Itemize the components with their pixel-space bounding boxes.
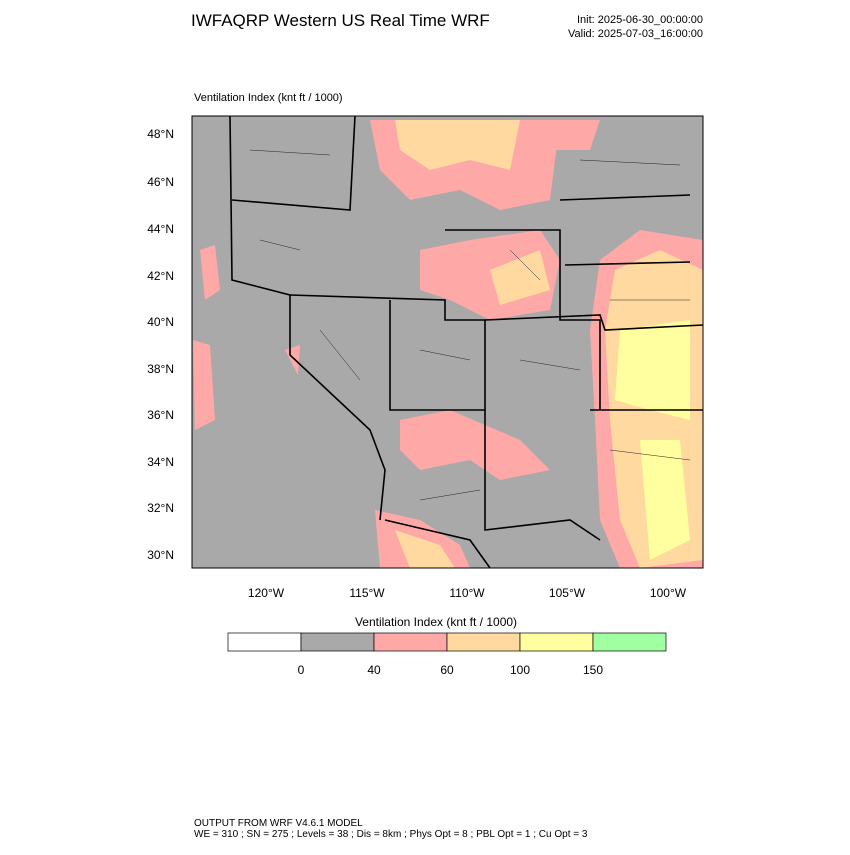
lon-label: 110°W xyxy=(449,586,485,600)
lat-label: 34°N xyxy=(147,455,174,469)
colorbar-label: 100 xyxy=(510,663,530,677)
lon-label: 120°W xyxy=(248,586,285,600)
lat-label: 48°N xyxy=(147,127,174,141)
lat-label: 36°N xyxy=(147,408,174,422)
map-label: Ventilation Index (knt ft / 1000) xyxy=(194,92,343,104)
lon-label: 105°W xyxy=(549,586,586,600)
lat-label: 30°N xyxy=(147,548,174,562)
lat-label: 42°N xyxy=(147,269,174,283)
latitude-labels: 48°N 46°N 44°N 42°N 40°N 38°N 36°N 34°N … xyxy=(147,127,174,562)
lat-label: 44°N xyxy=(147,222,174,236)
colorbar-label: 60 xyxy=(440,663,454,677)
footer-line: WE = 310 ; SN = 275 ; Levels = 38 ; Dis … xyxy=(194,829,588,840)
colorbar-label: 40 xyxy=(367,663,381,677)
footer-line: OUTPUT FROM WRF V4.6.1 MODEL xyxy=(194,818,363,829)
lon-label: 100°W xyxy=(650,586,687,600)
lat-label: 46°N xyxy=(147,175,174,189)
lat-label: 40°N xyxy=(147,315,174,329)
title: IWFAQRP Western US Real Time WRF xyxy=(191,11,490,30)
colorbar-label: 0 xyxy=(298,663,305,677)
colorbar xyxy=(227,632,667,652)
init-time: Init: 2025-06-30_00:00:00 xyxy=(577,14,703,26)
lat-label: 38°N xyxy=(147,362,174,376)
lat-label: 32°N xyxy=(147,501,174,515)
longitude-labels: 120°W 115°W 110°W 105°W 100°W xyxy=(248,586,687,600)
colorbar-title: Ventilation Index (knt ft / 1000) xyxy=(355,615,517,629)
colorbar-label: 150 xyxy=(583,663,603,677)
colorbar-labels: 0 40 60 100 150 xyxy=(298,663,604,677)
lon-label: 115°W xyxy=(349,586,385,600)
valid-time: Valid: 2025-07-03_16:00:00 xyxy=(568,28,703,40)
map xyxy=(191,115,704,569)
